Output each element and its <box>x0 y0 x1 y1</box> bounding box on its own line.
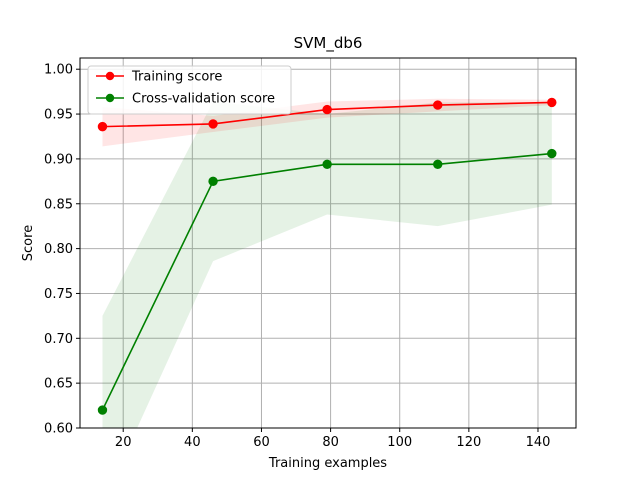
x-tick-label: 120 <box>456 435 481 450</box>
point-training <box>208 119 218 129</box>
y-tick-label: 0.75 <box>44 287 73 302</box>
point-cross-validation <box>547 148 557 159</box>
point-training <box>322 104 332 115</box>
plot-frame <box>79 57 577 429</box>
x-tick-label: 40 <box>184 435 201 450</box>
legend-marker-training <box>105 71 115 81</box>
band-training <box>102 98 552 147</box>
point-cross-validation <box>208 176 218 187</box>
x-tick-label: 80 <box>322 435 339 450</box>
point-cross-validation <box>322 159 332 169</box>
y-tick-label: 0.85 <box>44 197 73 212</box>
point-training <box>97 121 108 132</box>
legend-marker-cross-validation <box>105 93 115 103</box>
x-axis-title: Training examples <box>268 456 387 471</box>
x-tick-label: 20 <box>115 435 132 450</box>
y-tick-label: 0.60 <box>44 422 73 437</box>
legend-label-training: Training score <box>131 70 222 85</box>
chart-title: SVM_db6 <box>294 34 363 53</box>
y-tick-label: 0.70 <box>44 332 73 347</box>
point-training <box>547 97 557 108</box>
legend-box <box>87 65 292 115</box>
point-cross-validation <box>433 159 443 169</box>
y-tick-label: 0.80 <box>44 242 73 257</box>
axis-ticks: 20 40 60 80 100 120 140 0.60 0.65 0.70 0.75 0.80 0.8… <box>44 63 550 450</box>
y-axis-title: Score <box>21 225 36 261</box>
y-tick-label: 0.95 <box>44 108 73 123</box>
x-tick-label: 60 <box>253 435 270 450</box>
y-tick-label: 1.00 <box>44 63 73 78</box>
y-tick-label: 0.65 <box>44 377 73 392</box>
series-points <box>97 97 557 415</box>
x-tick-label: 140 <box>526 435 551 450</box>
point-cross-validation <box>97 405 108 415</box>
x-tick-label: 100 <box>387 435 412 450</box>
legend: Training score Cross-validation score <box>87 65 292 115</box>
legend-label-cross-validation: Cross-validation score <box>132 92 275 107</box>
y-tick-label: 0.90 <box>44 152 73 167</box>
point-training <box>433 100 443 110</box>
